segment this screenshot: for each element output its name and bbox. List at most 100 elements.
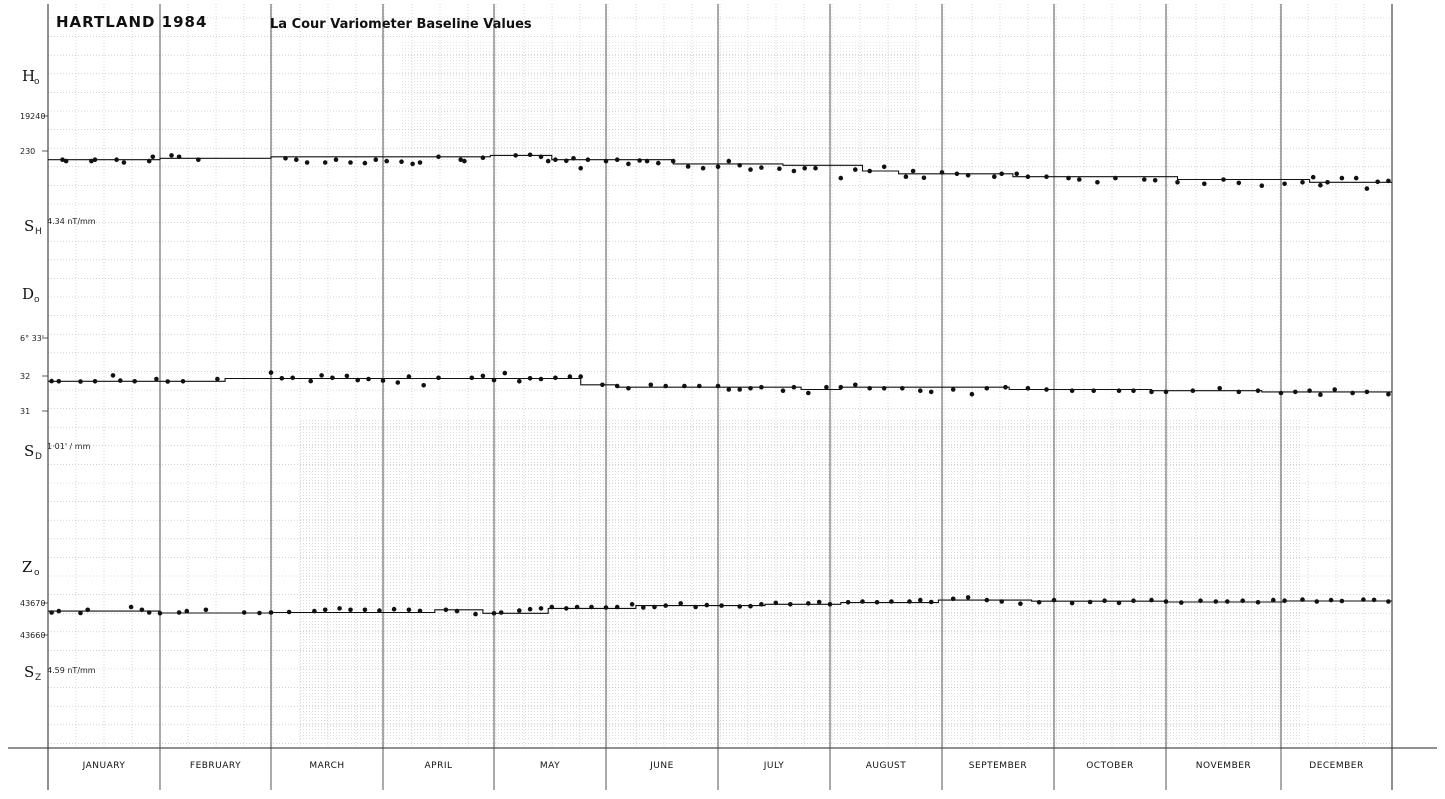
data-point-d (92, 379, 98, 384)
data-point-z (652, 604, 657, 610)
data-point-z (748, 603, 753, 609)
data-point-z (184, 608, 190, 614)
data-point-z (527, 606, 533, 612)
data-point-z (1116, 600, 1122, 606)
data-point-z (1271, 597, 1276, 603)
data-point-d (748, 386, 753, 391)
month-label-december: DECEMBER (1309, 761, 1363, 771)
data-point-z (603, 605, 609, 610)
chart-subtitle: La Cour Variometer Baseline Values (270, 17, 532, 32)
month-label-march: MARCH (309, 761, 344, 771)
data-point-d (538, 376, 544, 382)
series-layer (48, 152, 1392, 617)
data-point-h (373, 157, 379, 162)
month-label-june: JUNE (649, 761, 674, 771)
month-label-october: OCTOBER (1086, 761, 1134, 771)
data-point-d (1217, 386, 1222, 391)
data-point-z (1240, 598, 1245, 603)
data-point-h (1025, 174, 1031, 179)
data-point-h (700, 165, 706, 171)
data-point-d (928, 389, 934, 395)
data-point-h (283, 156, 288, 161)
data-point-z (663, 603, 668, 608)
data-point-h (196, 157, 201, 162)
data-point-z (473, 611, 478, 617)
data-point-h (169, 153, 174, 158)
data-point-h (458, 157, 464, 162)
data-point-z (1225, 599, 1230, 604)
data-point-z (806, 601, 811, 606)
data-point-d (806, 390, 811, 396)
data-point-h (1375, 179, 1380, 185)
data-point-h (670, 158, 676, 164)
data-point-h (384, 158, 390, 164)
data-point-h (603, 158, 609, 164)
data-point-h (578, 165, 583, 171)
data-point-h (748, 167, 753, 172)
data-point-h (1044, 174, 1049, 179)
data-point-h (1310, 174, 1316, 180)
data-point-z (146, 610, 152, 615)
halftone-shading (400, 40, 920, 160)
data-point-h (146, 158, 152, 164)
data-point-d (682, 383, 687, 389)
data-point-d (1116, 388, 1122, 394)
data-point-z (337, 606, 342, 611)
data-point-z (1255, 600, 1261, 605)
data-point-h (436, 154, 441, 160)
data-point-d (853, 382, 858, 388)
data-point-z (128, 604, 134, 610)
z-label: Z (22, 558, 32, 576)
data-point-h (881, 164, 887, 170)
data-point-h (564, 158, 569, 164)
data-point-h (1077, 177, 1082, 182)
data-point-d (900, 386, 905, 391)
grid-layer (48, 4, 1392, 748)
data-point-z (693, 604, 698, 610)
data-point-z (827, 602, 833, 607)
data-point-h (417, 160, 423, 165)
data-point-h (992, 174, 997, 179)
data-point-h (553, 157, 558, 162)
tick-label-h: 19240 (20, 112, 45, 121)
data-point-h (304, 160, 310, 165)
baseline-d (48, 377, 1392, 393)
data-point-d (180, 379, 186, 384)
month-label-july: JULY (763, 761, 785, 771)
data-point-z (1198, 598, 1203, 603)
data-point-z (589, 604, 594, 610)
data-point-d (319, 373, 324, 378)
data-point-z (454, 608, 460, 614)
data-point-d (1307, 388, 1312, 394)
data-point-h (1259, 183, 1265, 188)
d-label: D (22, 285, 34, 303)
data-point-d (268, 370, 274, 375)
data-point-h (1113, 175, 1118, 181)
data-point-d (984, 386, 990, 391)
data-point-d (726, 387, 732, 392)
data-point-z (1300, 597, 1305, 602)
data-point-z (574, 604, 580, 610)
data-point-d (626, 386, 631, 391)
data-point-h (1142, 177, 1147, 182)
data-point-h (614, 157, 620, 162)
data-point-z (268, 610, 274, 615)
data-point-d (1190, 388, 1196, 394)
data-point-z (737, 604, 742, 609)
data-point-z (907, 599, 912, 604)
d-label-sub: o (34, 295, 40, 305)
data-point-z (918, 597, 923, 603)
data-point-h (1325, 180, 1330, 185)
month-label-september: SEPTEMBER (969, 761, 1027, 771)
data-point-d (838, 384, 844, 390)
sd-label-sub: D (35, 452, 42, 462)
data-point-h (399, 159, 404, 164)
data-point-z (1069, 600, 1075, 606)
data-point-z (443, 607, 449, 613)
tick-label-z: 43670 (20, 599, 45, 608)
data-point-h (999, 171, 1004, 177)
sd-label: S (24, 442, 34, 460)
sh-value: 4.34 nT/mm (47, 217, 96, 226)
month-label-january: JANUARY (82, 761, 126, 771)
data-point-h (1300, 180, 1305, 185)
